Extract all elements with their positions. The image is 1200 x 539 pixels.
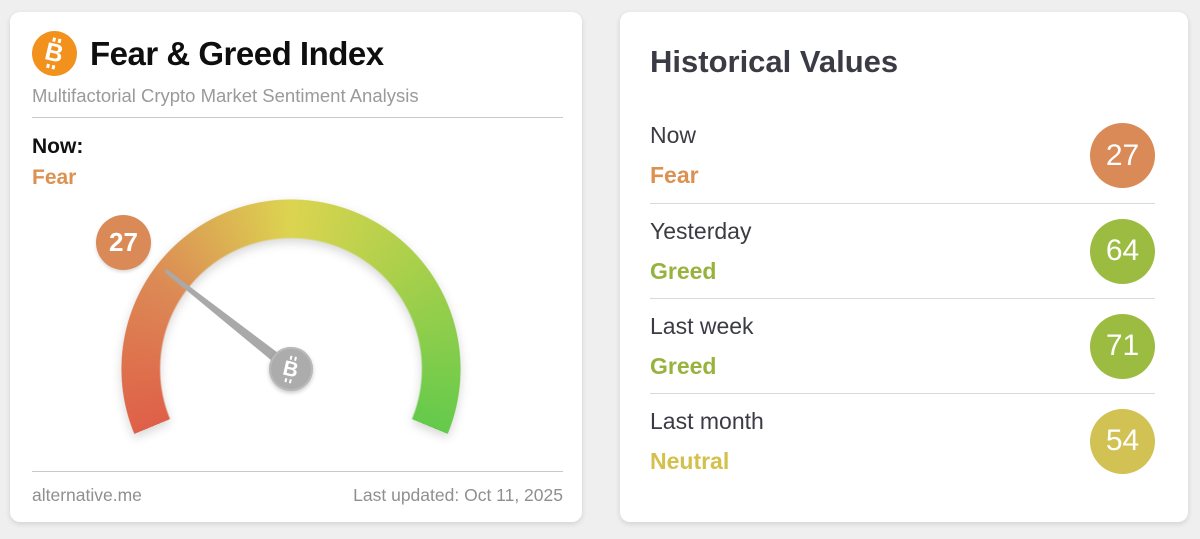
value-badge: 64: [1090, 218, 1155, 284]
last-updated-text: Last updated: Oct 11, 2025: [353, 485, 563, 505]
card-subtitle: Multifactorial Crypto Market Sentiment A…: [32, 85, 419, 106]
value-badge: 27: [1090, 123, 1155, 188]
historical-row-last-week: Last week Greed 71: [650, 298, 1155, 393]
row-sentiment: Neutral: [650, 447, 730, 474]
row-label: Last week: [650, 312, 754, 339]
value-badge: 71: [1090, 313, 1155, 379]
now-label: Now:: [32, 135, 84, 158]
footer-divider: [32, 471, 563, 472]
row-sentiment: Greed: [650, 352, 717, 379]
fear-greed-gauge: B 27: [96, 199, 461, 522]
fear-greed-card: B Fear & Greed Index Multifactorial Cryp…: [10, 12, 582, 522]
bitcoin-hub-icon: B: [269, 347, 313, 391]
historical-row-last-month: Last month Neutral 54: [650, 393, 1155, 488]
card-header: B Fear & Greed Index: [10, 12, 582, 76]
value-badge: 54: [1090, 408, 1155, 474]
row-label: Yesterday: [650, 217, 752, 244]
card-footer: alternative.me Last updated: Oct 11, 202…: [32, 471, 563, 506]
row-label: Last month: [650, 407, 764, 434]
bitcoin-b-glyph: B: [281, 356, 301, 382]
now-sentiment: Fear: [32, 166, 77, 189]
historical-values-card: Historical Values Now Fear 27 Yesterday …: [620, 12, 1188, 522]
bitcoin-logo-icon: B: [32, 31, 77, 76]
row-sentiment: Greed: [650, 257, 717, 284]
historical-values-title: Historical Values: [650, 44, 899, 79]
row-sentiment: Fear: [650, 162, 699, 188]
header-divider: [32, 117, 563, 118]
historical-row-yesterday: Yesterday Greed 64: [650, 203, 1155, 298]
gauge-value-badge: 27: [96, 215, 151, 270]
source-link[interactable]: alternative.me: [32, 485, 142, 505]
row-label: Now: [650, 122, 697, 148]
historical-rows: Now Fear 27 Yesterday Greed 64 Last week…: [620, 108, 1188, 488]
bitcoin-b-glyph: B: [42, 37, 67, 69]
page-title: Fear & Greed Index: [90, 34, 384, 72]
historical-row-now: Now Fear 27: [650, 108, 1155, 203]
